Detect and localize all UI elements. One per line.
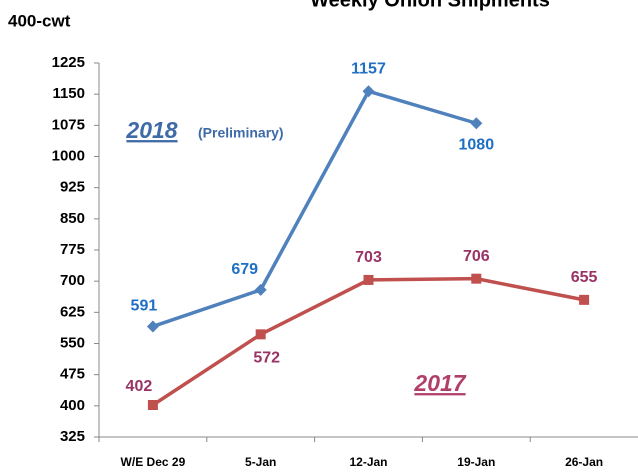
y-tick-label: 625 <box>60 303 85 320</box>
marker <box>579 294 590 305</box>
y-tick-label: 775 <box>60 241 85 258</box>
data-label: 706 <box>463 248 490 265</box>
y-tick-label: 550 <box>60 334 85 351</box>
annotation: (Preliminary) <box>198 125 284 141</box>
x-tick-label: 5-Jan <box>245 455 276 469</box>
y-tick-label: 400 <box>60 397 85 414</box>
y-tick-label: 1150 <box>52 85 85 102</box>
marker <box>146 320 159 333</box>
marker <box>255 329 266 340</box>
annotation: 2018 <box>125 117 177 143</box>
data-label: 1157 <box>351 60 386 77</box>
series-line <box>151 276 585 407</box>
marker <box>254 283 267 296</box>
marker <box>362 85 375 98</box>
data-label: 655 <box>571 269 598 286</box>
y-tick-label: 925 <box>60 179 85 196</box>
y-tick-label: 325 <box>60 428 85 445</box>
y-tick-label: 475 <box>60 366 85 383</box>
data-label: 402 <box>126 378 153 395</box>
data-label: 591 <box>131 298 158 315</box>
y-tick-label: 1075 <box>52 116 85 133</box>
y-tick-label: 700 <box>60 272 85 289</box>
x-tick-label: W/E Dec 29 <box>121 455 186 469</box>
annotation: 2017 <box>413 370 466 396</box>
y-tick-label: 1000 <box>52 147 85 164</box>
x-tick-label: 12-Jan <box>349 455 387 469</box>
data-label: 1080 <box>459 136 495 153</box>
marker <box>470 117 483 130</box>
marker <box>147 400 158 411</box>
marker <box>471 273 482 284</box>
data-label: 679 <box>231 261 258 278</box>
series-line <box>152 89 477 329</box>
y-axis-label: 400-cwt <box>8 11 71 30</box>
marker <box>363 274 374 285</box>
data-label: 703 <box>355 249 382 266</box>
y-tick-label: 850 <box>60 210 85 227</box>
x-tick-label: 19-Jan <box>457 455 495 469</box>
x-tick-label: 26-Jan <box>565 455 603 469</box>
chart-title: Weekly Onion Shipments <box>310 0 550 11</box>
data-label: 572 <box>253 350 280 367</box>
y-tick-label: 1225 <box>52 54 85 71</box>
